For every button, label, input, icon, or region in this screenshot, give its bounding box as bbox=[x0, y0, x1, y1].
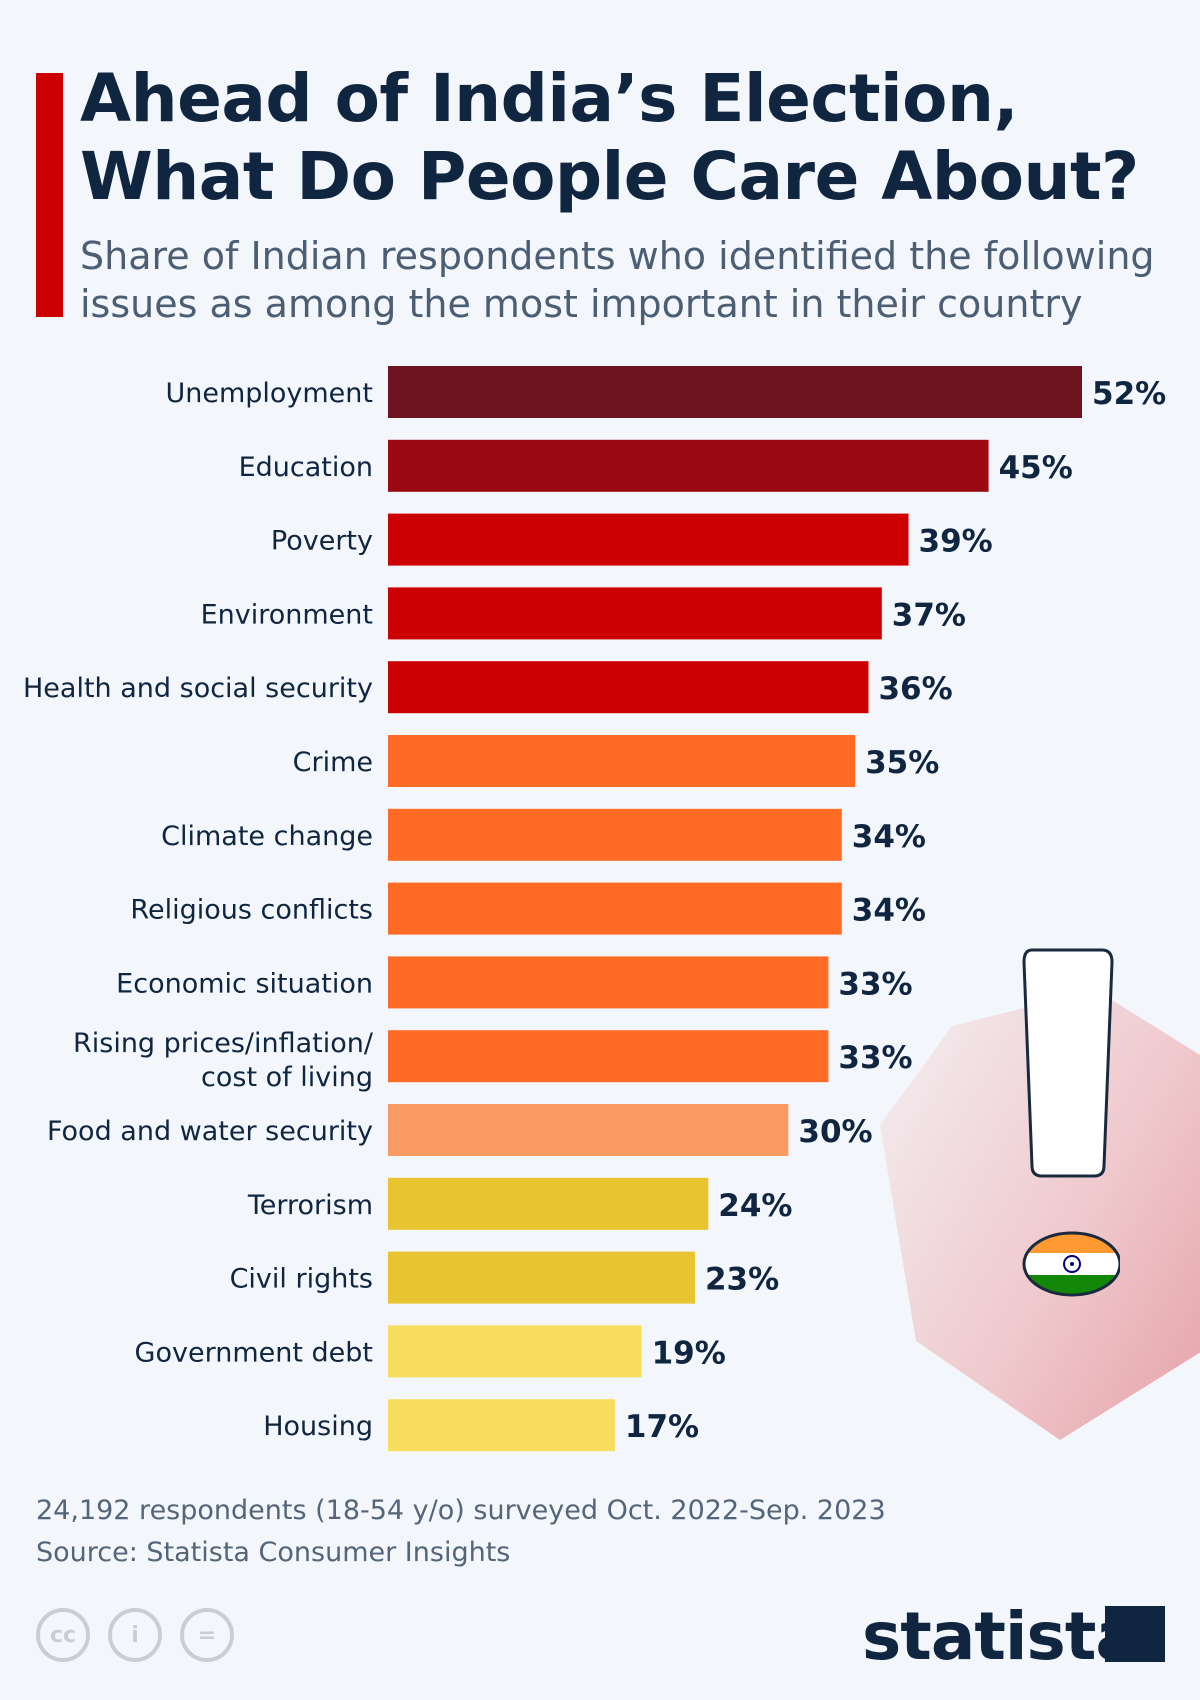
subtitle: Share of Indian respondents who identifi… bbox=[80, 234, 1155, 326]
bar-0 bbox=[388, 366, 1082, 418]
category-label: Environment bbox=[201, 599, 373, 630]
no-derivatives-icon[interactable]: = bbox=[180, 1608, 234, 1662]
india-flag-icon bbox=[1022, 1231, 1120, 1297]
category-label: Health and social security bbox=[23, 673, 373, 704]
bar-1 bbox=[388, 439, 989, 492]
footer-source: Source: Statista Consumer Insights bbox=[36, 1537, 511, 1568]
category-label: Housing bbox=[263, 1411, 373, 1442]
bar-11 bbox=[388, 1177, 709, 1230]
category-label: Education bbox=[239, 452, 373, 483]
value-label: 52% bbox=[1092, 376, 1166, 412]
value-label: 39% bbox=[919, 524, 993, 560]
title-accent-bar bbox=[36, 73, 63, 317]
title-line-1: Ahead of India’s Election, bbox=[80, 60, 1019, 137]
value-label: 45% bbox=[999, 450, 1073, 486]
value-label: 35% bbox=[865, 745, 939, 781]
bar-4 bbox=[388, 661, 869, 714]
bar-13 bbox=[388, 1325, 642, 1378]
category-label: Civil rights bbox=[230, 1264, 373, 1295]
bar-9 bbox=[388, 1030, 829, 1083]
bar-6 bbox=[388, 808, 842, 861]
bar-chart: Unemployment 52% Education 45% Poverty 39% Env… bbox=[23, 366, 1166, 1452]
category-label: Economic situation bbox=[116, 968, 373, 999]
bar-3 bbox=[388, 587, 882, 640]
value-label: 24% bbox=[718, 1188, 792, 1224]
category-label: Unemployment bbox=[165, 378, 373, 409]
value-label: 17% bbox=[625, 1409, 699, 1445]
category-label: Climate change bbox=[161, 821, 373, 852]
bar-7 bbox=[388, 882, 842, 935]
value-label: 34% bbox=[852, 893, 926, 929]
category-label: Religious conflicts bbox=[130, 895, 373, 926]
bar-10 bbox=[388, 1104, 789, 1156]
value-label: 36% bbox=[878, 671, 952, 707]
footer-note: 24,192 respondents (18-54 y/o) surveyed … bbox=[36, 1495, 886, 1526]
value-label: 33% bbox=[838, 966, 912, 1002]
value-label: 23% bbox=[705, 1262, 779, 1298]
category-label: Poverty bbox=[271, 526, 373, 557]
value-label: 34% bbox=[852, 819, 926, 855]
logo-text: statista bbox=[862, 1598, 1140, 1675]
category-label: Government debt bbox=[135, 1337, 373, 1368]
attribution-icon[interactable]: i bbox=[108, 1608, 162, 1662]
statista-logo-icon bbox=[1105, 1606, 1165, 1662]
value-label: 30% bbox=[798, 1114, 872, 1150]
bar-12 bbox=[388, 1251, 695, 1304]
value-label: 33% bbox=[838, 1040, 912, 1076]
statista-logo[interactable]: statista bbox=[862, 1598, 1140, 1675]
bar-14 bbox=[388, 1399, 615, 1452]
page-title: Ahead of India’s Election, What Do Peopl… bbox=[80, 60, 1139, 216]
category-label: Food and water security bbox=[47, 1116, 373, 1147]
category-label: Terrorism bbox=[247, 1190, 373, 1221]
bar-2 bbox=[388, 513, 909, 566]
value-label: 37% bbox=[892, 597, 966, 633]
category-label: Rising prices/inflation/cost of living bbox=[73, 1028, 374, 1093]
cc-icon[interactable]: cc bbox=[36, 1608, 90, 1662]
footer: 24,192 respondents (18-54 y/o) surveyed … bbox=[36, 1490, 886, 1574]
title-line-2: What Do People Care About? bbox=[80, 138, 1139, 215]
bar-5 bbox=[388, 735, 856, 787]
category-label: Crime bbox=[293, 747, 373, 778]
exclamation-icon bbox=[1022, 948, 1120, 1297]
value-label: 19% bbox=[652, 1335, 726, 1371]
bar-8 bbox=[388, 956, 829, 1009]
